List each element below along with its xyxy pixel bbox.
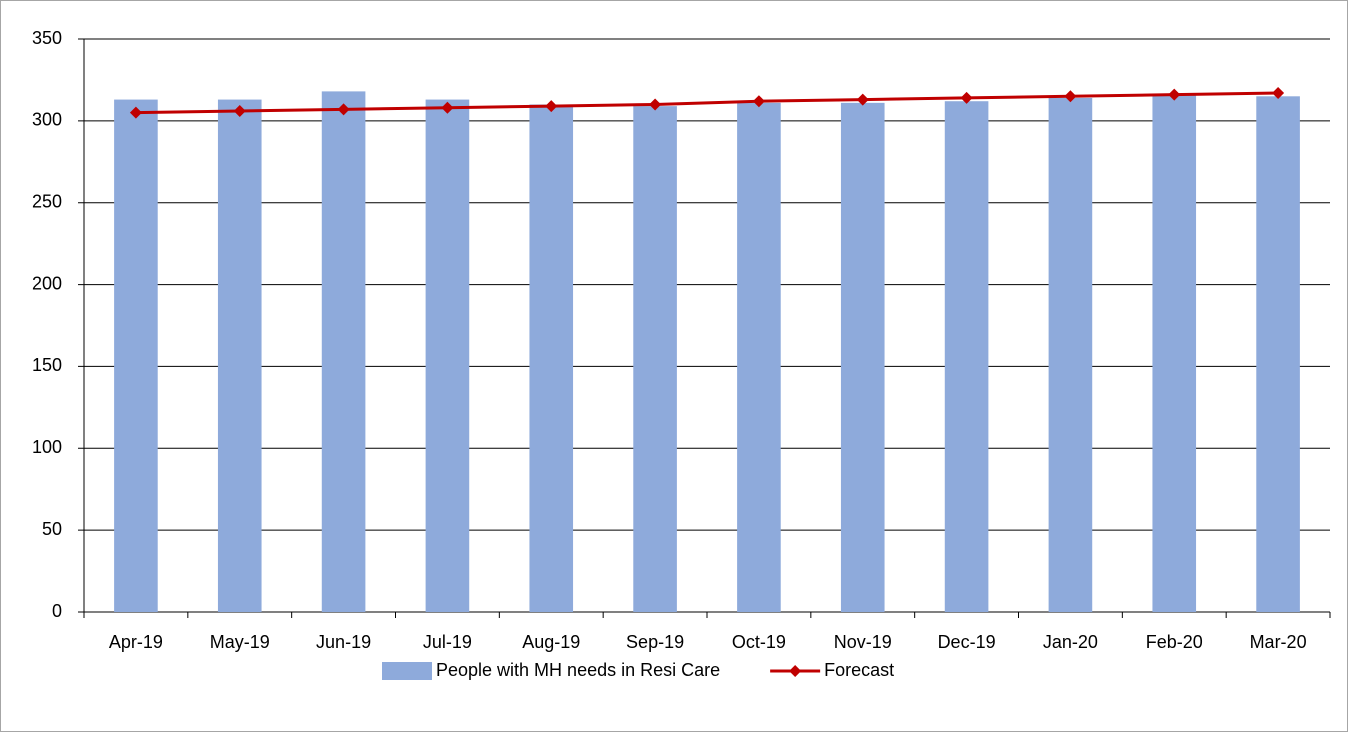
y-tick-label: 250 <box>32 191 62 211</box>
y-tick-label: 200 <box>32 273 62 293</box>
bar <box>633 106 677 612</box>
y-tick-label: 300 <box>32 110 62 130</box>
x-tick-label: Oct-19 <box>732 632 786 652</box>
marker <box>960 91 973 104</box>
legend-swatch <box>382 662 432 680</box>
x-tick-label: Jun-19 <box>316 632 371 652</box>
marker <box>129 106 142 119</box>
marker <box>545 100 558 113</box>
bar <box>1152 94 1197 613</box>
x-tick-label: Apr-19 <box>109 632 163 652</box>
bar <box>425 99 470 613</box>
legend-label: Forecast <box>824 660 894 680</box>
bar <box>1256 96 1300 613</box>
marker <box>233 105 246 118</box>
y-tick-label: 50 <box>42 519 62 539</box>
y-tick-label: 0 <box>52 601 62 621</box>
x-tick-label: Mar-20 <box>1250 632 1307 652</box>
bar <box>944 101 989 612</box>
legend-label: People with MH needs in Resi Care <box>436 660 720 680</box>
x-tick-label: Feb-20 <box>1146 632 1203 652</box>
marker <box>649 98 662 111</box>
y-tick-label: 100 <box>32 437 62 457</box>
bar <box>1048 97 1093 613</box>
marker <box>1272 87 1285 100</box>
x-tick-label: Sep-19 <box>626 632 684 652</box>
x-tick-label: Jul-19 <box>423 632 472 652</box>
x-tick-label: Dec-19 <box>938 632 996 652</box>
x-tick-label: May-19 <box>210 632 270 652</box>
legend-marker <box>789 665 802 677</box>
y-tick-label: 150 <box>32 355 62 375</box>
marker <box>337 103 350 116</box>
line <box>135 91 1279 115</box>
marker <box>856 93 869 106</box>
bar <box>114 99 158 613</box>
marker <box>1064 90 1077 103</box>
bar <box>529 104 574 612</box>
bar <box>321 91 366 613</box>
bar <box>737 102 781 612</box>
y-tick-label: 350 <box>32 28 62 48</box>
x-tick-label: Aug-19 <box>522 632 580 652</box>
bar <box>840 102 885 612</box>
marker <box>752 95 765 108</box>
marker <box>1168 88 1181 101</box>
x-tick-label: Nov-19 <box>834 632 892 652</box>
bar <box>217 99 262 613</box>
marker <box>441 101 454 114</box>
x-tick-label: Jan-20 <box>1043 632 1098 652</box>
